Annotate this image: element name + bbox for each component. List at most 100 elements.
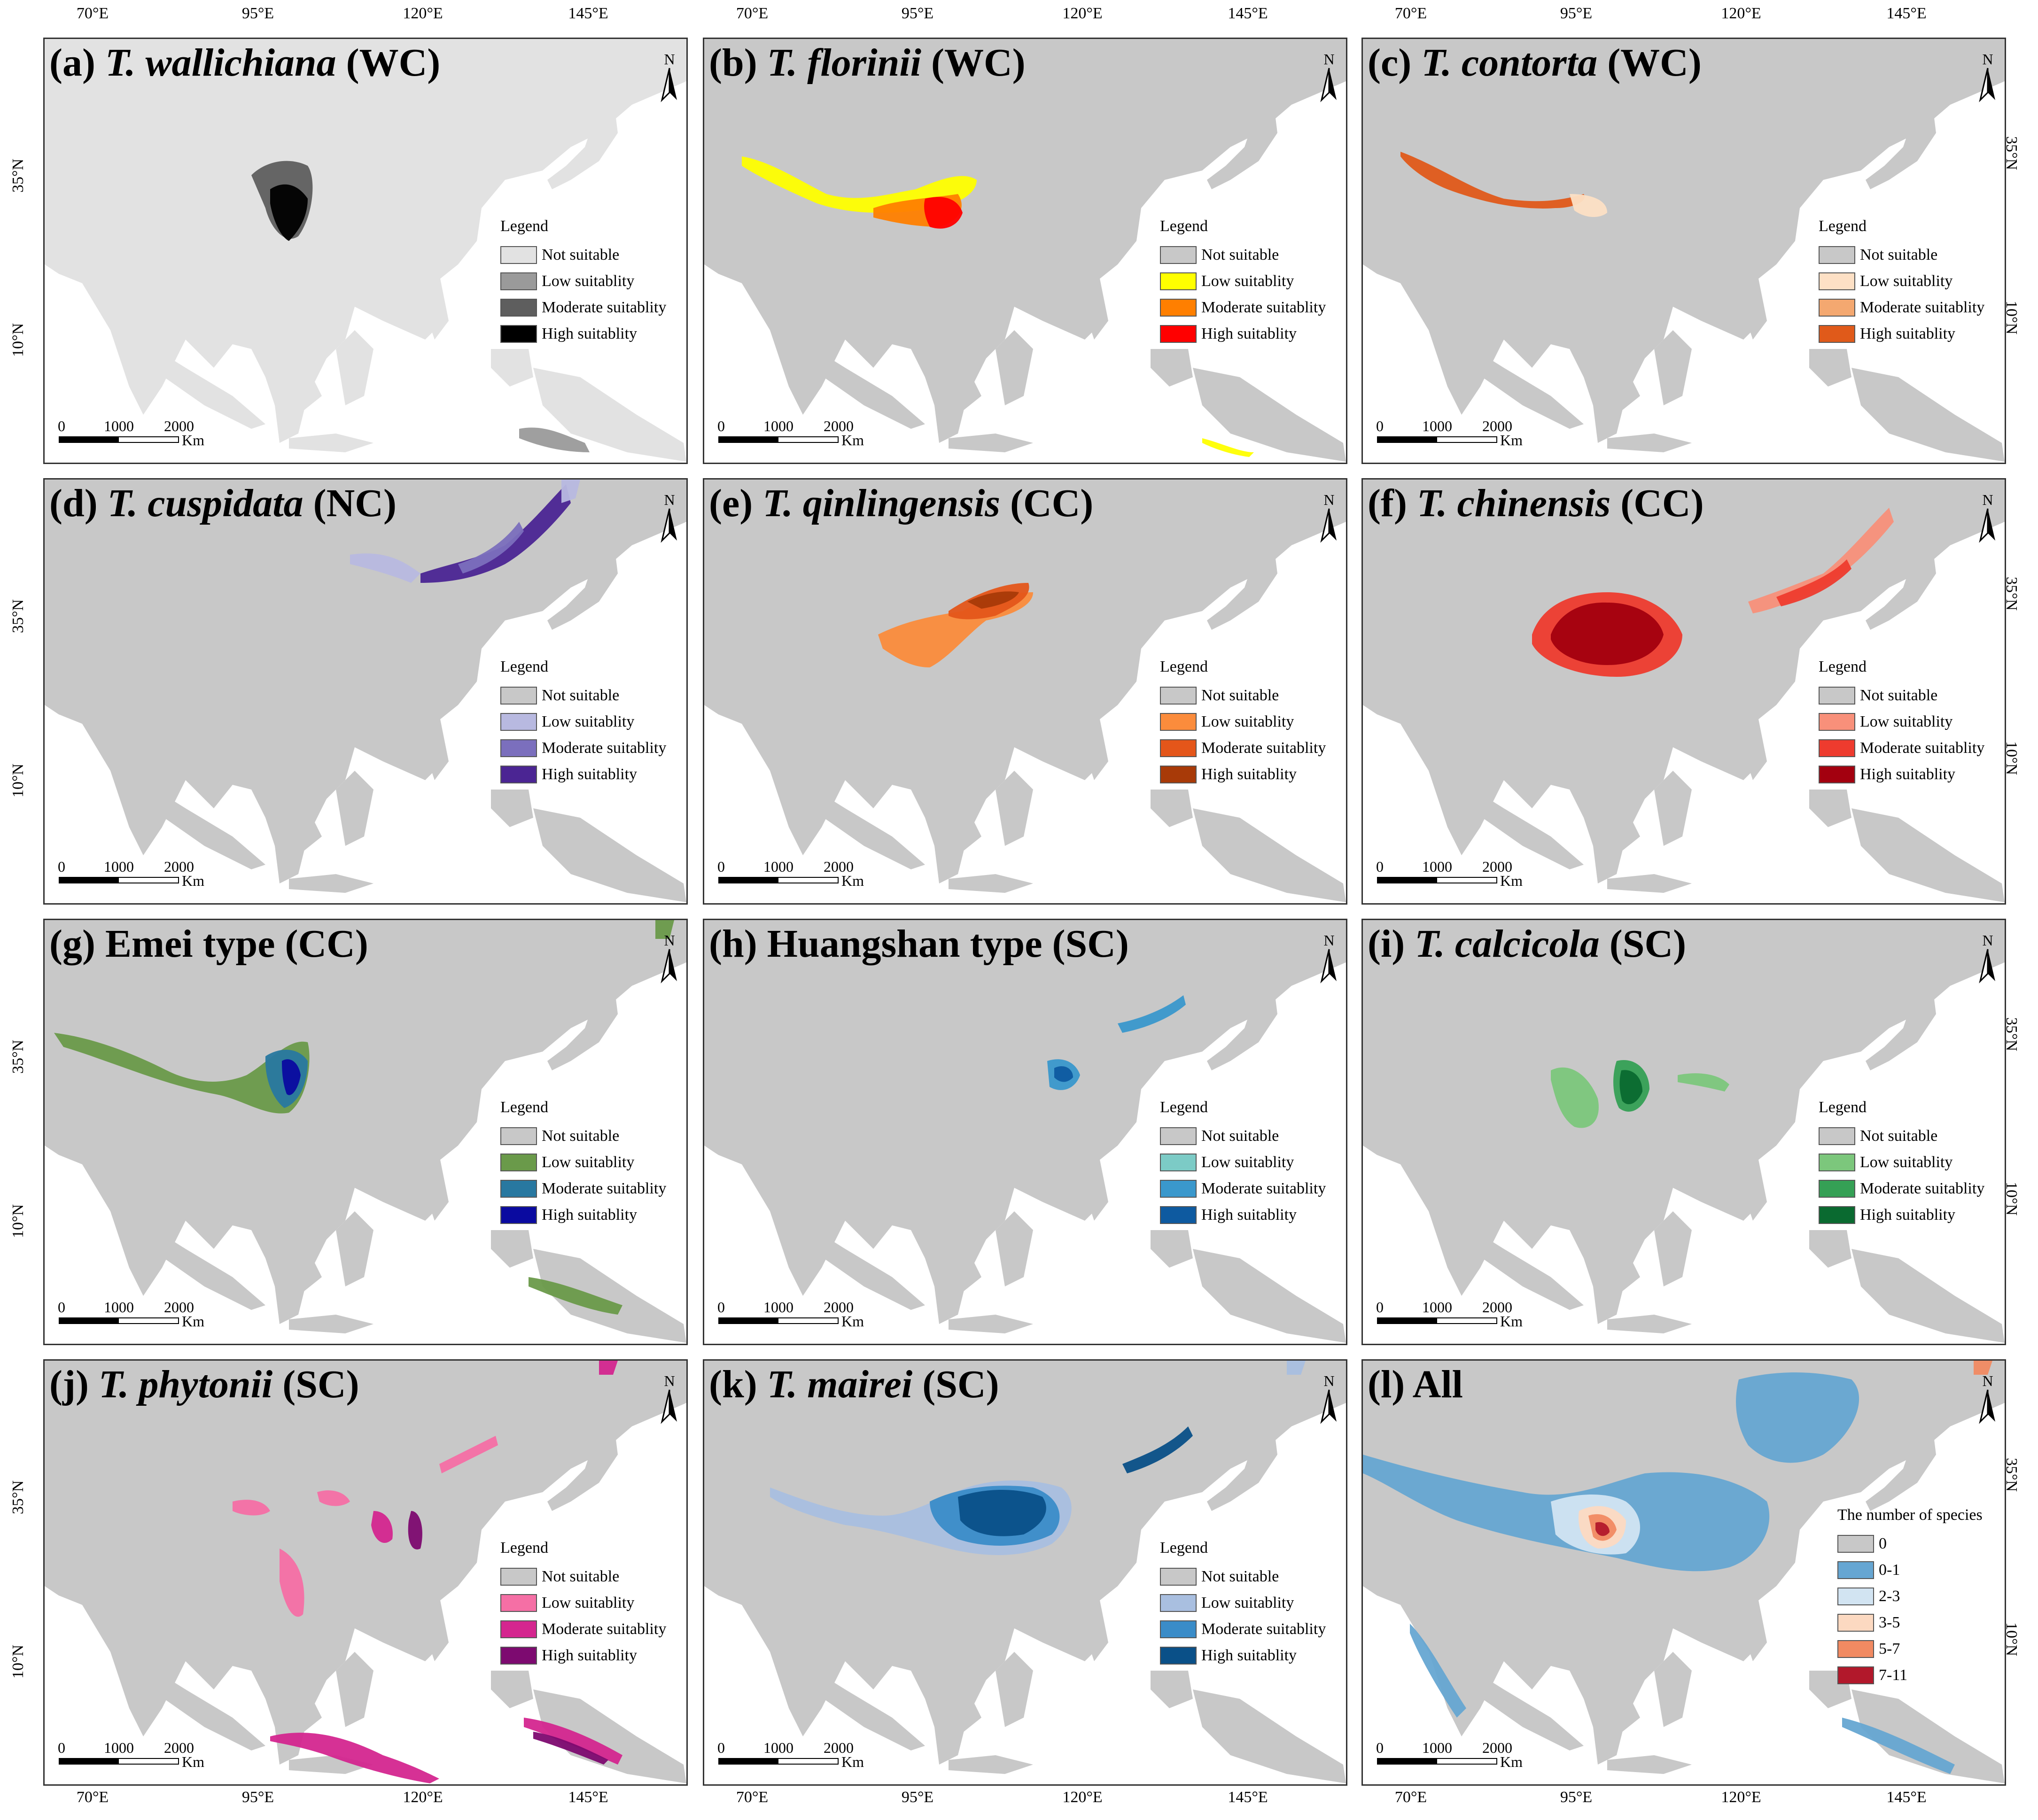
scale-bar-graphic	[718, 1758, 839, 1765]
suitability-region	[1736, 1372, 1859, 1463]
suitability-region	[270, 1733, 439, 1783]
latitude-label: 35°N	[2003, 577, 2020, 611]
suitability-region	[420, 484, 571, 583]
panel-label: (f)	[1368, 481, 1417, 525]
land-area	[1080, 1595, 1108, 1661]
legend-title: Legend	[1160, 217, 1208, 235]
scale-bar-graphic	[1377, 877, 1497, 883]
legend-label: High suitablity	[1201, 1206, 1297, 1224]
legend-item: Low suitablity	[1819, 709, 1984, 735]
legend-swatch	[500, 1154, 537, 1171]
legend-title: Legend	[1819, 1099, 1867, 1116]
suitability-region	[1202, 438, 1254, 457]
suitability-region	[439, 1436, 498, 1473]
land-area	[949, 434, 1033, 452]
latitude-label: 35°N	[2003, 136, 2020, 170]
legend-label: 7-11	[1879, 1666, 1908, 1684]
scale-label: 0	[58, 1299, 65, 1316]
latitude-label: 35°N	[2003, 1017, 2020, 1052]
land-area	[930, 1249, 981, 1296]
scale-label: 2000	[1482, 1299, 1512, 1316]
scale-unit: Km	[841, 432, 864, 449]
legend-item: Not suitable	[1819, 242, 1984, 268]
land-area	[547, 1417, 618, 1511]
map-panel-d: (d) T. cuspidata (NC) N Legend Not suitable…	[43, 478, 688, 905]
map-canvas	[704, 920, 1346, 1344]
legend-label: Not suitable	[1201, 246, 1279, 263]
map-canvas	[1363, 920, 2005, 1344]
svg-text:N: N	[664, 51, 675, 68]
land-area	[1466, 344, 1584, 429]
longitude-label: 70°E	[736, 5, 769, 22]
legend-item: Moderate suitablity	[1160, 1176, 1326, 1202]
map-legend: Legend Not suitable Low suitablity Moderate…	[1160, 658, 1326, 788]
north-arrow-icon: N	[1979, 1373, 1995, 1424]
land-area	[704, 920, 1346, 1324]
land-area	[1118, 658, 1127, 691]
map-legend: Legend Not suitable Low suitablity Moderate…	[500, 217, 666, 347]
land-area	[1851, 808, 2005, 902]
legend-swatch	[1160, 1180, 1197, 1198]
legend-swatch	[1160, 713, 1197, 731]
panel-label: (g)	[49, 922, 105, 966]
panel-title: (h) Huangshan type (SC)	[709, 921, 1129, 967]
land-area	[45, 1361, 686, 1765]
map-canvas	[45, 480, 686, 903]
land-area	[1866, 1417, 1936, 1511]
legend-item: Moderate suitablity	[1819, 294, 1984, 321]
suitability-region	[1118, 995, 1186, 1033]
legend-swatch	[1819, 299, 1855, 317]
land-area	[533, 368, 686, 462]
land-area	[930, 1689, 981, 1736]
longitude-label: 120°E	[403, 1789, 443, 1806]
longitude-label: 95°E	[241, 5, 274, 22]
suitability-region	[1974, 1361, 1992, 1375]
land-area	[1588, 808, 1640, 855]
species-name: T. wallichiana	[105, 41, 336, 85]
land-area	[1438, 771, 1452, 785]
svg-text:N: N	[1982, 51, 1993, 68]
scale-unit: Km	[182, 872, 204, 889]
land-area	[120, 1211, 134, 1225]
map-legend: Legend Not suitable Low suitablity Moderate…	[1819, 658, 1984, 788]
land-area	[289, 434, 373, 452]
land-area	[779, 1211, 793, 1225]
land-area	[704, 1361, 1346, 1765]
land-area	[533, 808, 686, 902]
map-panel-f: (f) T. chinensis (CC) N Legend Not suitable…	[1361, 478, 2006, 905]
scale-bar: 0 1000 2000 Km	[1376, 418, 1523, 455]
legend-item: Low suitablity	[500, 1590, 666, 1616]
legend-swatch	[1160, 1620, 1197, 1638]
north-arrow-icon: N	[661, 932, 677, 984]
panel-region-code: (SC)	[1599, 922, 1687, 966]
scale-bar-segment	[719, 1759, 778, 1764]
legend-label: Not suitable	[1201, 1568, 1279, 1585]
legend-title: Legend	[500, 1539, 548, 1557]
scale-label: 2000	[824, 1739, 854, 1756]
map-canvas	[704, 1361, 1346, 1784]
scale-label: 0	[1376, 1739, 1384, 1756]
panel-region-code: All	[1412, 1363, 1463, 1406]
legend-label: Moderate suitablity	[542, 299, 667, 316]
legend-item: Not suitable	[1160, 242, 1326, 268]
legend-label: Low suitablity	[1860, 713, 1953, 730]
suitability-region	[1287, 1361, 1306, 1375]
panel-title: (c) T. contorta (WC)	[1368, 40, 1702, 85]
suitability-region	[519, 427, 590, 452]
land-area	[1776, 1099, 1786, 1131]
land-area	[808, 344, 925, 429]
legend-item: Low suitablity	[500, 709, 666, 735]
land-area	[1739, 714, 1767, 780]
scale-bar-segment	[719, 878, 778, 883]
scale-bar-segment	[1378, 878, 1437, 883]
land-area	[45, 39, 686, 443]
legend-swatch	[500, 1594, 537, 1612]
species-name: T. contorta	[1421, 41, 1598, 85]
land-area	[1118, 1099, 1127, 1131]
latitude-label: 35°N	[9, 1480, 27, 1514]
land-area	[1151, 1671, 1193, 1708]
latitude-label: 10°N	[9, 1204, 27, 1238]
panel-label: (b)	[709, 41, 767, 85]
legend-item: Not suitable	[1160, 1564, 1326, 1590]
land-area	[1193, 1689, 1346, 1783]
